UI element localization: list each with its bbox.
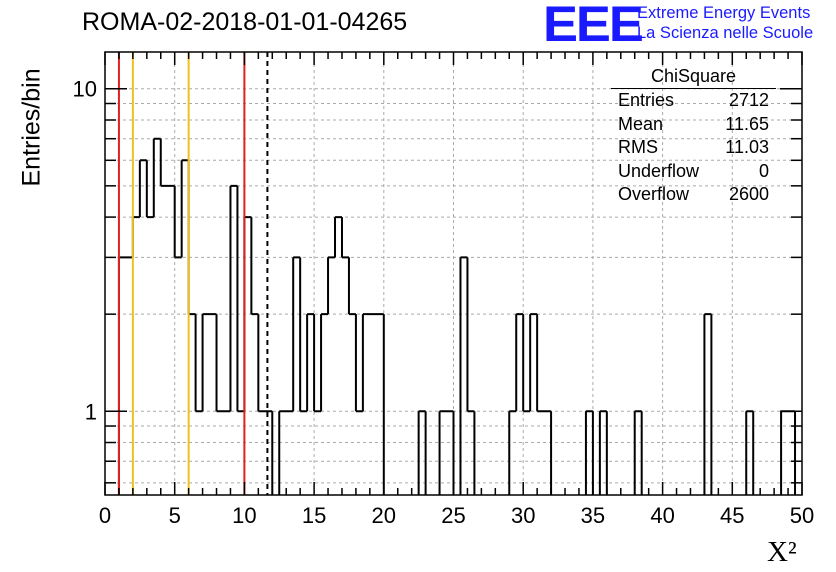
x-tick-label: 15 [302, 503, 326, 528]
stats-value: 0 [758, 160, 769, 181]
stats-title: ChiSquare [611, 64, 776, 89]
stats-rows: Entries 2712 Mean 11.65 RMS 11.03 Underflow 0 Ov… [611, 89, 776, 207]
stats-row: RMS 11.03 [611, 136, 776, 160]
stats-value: 11.03 [725, 137, 769, 157]
x-tick-label: 35 [581, 503, 605, 528]
chart-title: ROMA-02-2018-01-01-04265 [82, 8, 408, 36]
x-tick-label: 5 [169, 503, 181, 528]
x-tick-label: 20 [372, 503, 396, 528]
logo-text: Extreme Energy Events La Scienza nelle S… [637, 3, 813, 43]
x-tick-label: 30 [511, 503, 535, 528]
x-tick-label: 0 [99, 503, 111, 528]
y-tick-label: 10 [73, 77, 97, 102]
stats-row: Underflow 0 [611, 160, 776, 184]
stats-value: 2712 [728, 90, 769, 110]
x-tick-label: 45 [720, 503, 744, 528]
stats-row: Entries 2712 [611, 89, 776, 113]
stats-row: Mean 11.65 [611, 113, 776, 137]
stats-label: Overflow [618, 184, 690, 204]
stats-label: RMS [618, 137, 658, 157]
stats-label: Underflow [618, 160, 700, 181]
stats-box: ChiSquare Entries 2712 Mean 11.65 RMS 11.03 Un… [611, 64, 776, 207]
logo-line1: Extreme Energy Events [637, 4, 811, 22]
stats-value: 11.65 [725, 113, 769, 134]
eee-logo: EEE [543, 0, 644, 52]
x-tick-label: 25 [441, 503, 465, 528]
x-axis-label-text: X² [767, 536, 797, 568]
x-tick-label: 10 [232, 503, 256, 528]
stats-value: 2600 [728, 184, 769, 204]
stats-row: Overflow 2600 [611, 183, 776, 207]
logo-line2: La Scienza nelle Scuole [637, 24, 814, 42]
y-tick-label: 1 [85, 399, 97, 424]
stats-label: Mean [618, 113, 664, 134]
x-axis-label: X² [767, 536, 797, 569]
x-tick-label: 40 [650, 503, 674, 528]
x-tick-label: 50 [790, 503, 814, 528]
y-axis-label: Entries/bin [17, 68, 46, 187]
stats-label: Entries [618, 90, 675, 110]
